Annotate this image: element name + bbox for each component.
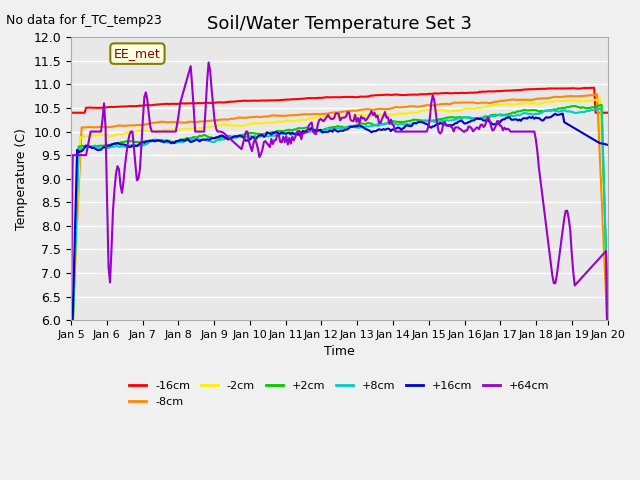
+2cm: [67, 372, 75, 378]
+8cm: [227, 134, 235, 140]
+8cm: [574, 110, 582, 116]
+2cm: [133, 139, 141, 145]
+64cm: [133, 178, 141, 183]
+2cm: [302, 125, 310, 131]
-16cm: [254, 98, 262, 104]
+8cm: [302, 129, 310, 134]
-8cm: [67, 347, 75, 352]
+2cm: [254, 131, 262, 136]
Line: -8cm: -8cm: [71, 95, 607, 349]
+8cm: [254, 134, 262, 140]
-16cm: [133, 103, 141, 109]
-2cm: [227, 122, 235, 128]
-8cm: [133, 122, 141, 128]
Line: +2cm: +2cm: [71, 105, 607, 375]
-2cm: [574, 98, 582, 104]
+2cm: [604, 301, 611, 307]
+8cm: [604, 303, 611, 309]
-2cm: [596, 96, 604, 102]
+16cm: [559, 111, 566, 117]
+64cm: [67, 301, 75, 307]
+16cm: [604, 142, 611, 148]
-8cm: [574, 94, 582, 99]
+16cm: [227, 136, 235, 142]
-8cm: [604, 329, 611, 335]
Legend: -16cm, -8cm, -2cm, +2cm, +8cm, +16cm, +64cm: -16cm, -8cm, -2cm, +2cm, +8cm, +16cm, +6…: [125, 376, 554, 411]
+64cm: [205, 60, 212, 65]
-8cm: [302, 111, 310, 117]
+16cm: [254, 133, 262, 139]
+2cm: [598, 102, 605, 108]
-8cm: [227, 116, 235, 121]
Line: -16cm: -16cm: [71, 88, 607, 113]
+8cm: [133, 144, 141, 149]
-2cm: [604, 306, 611, 312]
+64cm: [255, 154, 263, 160]
Text: EE_met: EE_met: [114, 47, 161, 60]
+64cm: [246, 144, 254, 150]
Title: Soil/Water Temperature Set 3: Soil/Water Temperature Set 3: [207, 15, 472, 33]
-16cm: [227, 99, 235, 105]
+8cm: [596, 106, 604, 112]
Line: +16cm: +16cm: [71, 114, 607, 376]
+8cm: [245, 134, 253, 140]
+16cm: [67, 373, 75, 379]
+64cm: [604, 365, 611, 371]
-16cm: [67, 110, 75, 116]
-2cm: [67, 368, 75, 373]
-16cm: [590, 85, 598, 91]
+2cm: [574, 104, 582, 110]
-2cm: [254, 120, 262, 126]
-8cm: [254, 114, 262, 120]
-2cm: [302, 117, 310, 123]
+8cm: [67, 373, 75, 379]
-16cm: [245, 98, 253, 104]
-2cm: [245, 121, 253, 127]
+16cm: [302, 128, 310, 134]
-8cm: [593, 92, 601, 97]
+2cm: [227, 134, 235, 140]
+64cm: [303, 129, 311, 135]
+16cm: [133, 143, 141, 149]
-2cm: [133, 129, 141, 134]
+64cm: [575, 277, 583, 283]
Line: +8cm: +8cm: [71, 109, 607, 376]
+2cm: [245, 131, 253, 136]
Line: +64cm: +64cm: [71, 62, 607, 368]
+16cm: [575, 128, 583, 134]
-16cm: [604, 110, 611, 116]
Text: No data for f_TC_temp23: No data for f_TC_temp23: [6, 14, 162, 27]
-16cm: [574, 86, 582, 92]
X-axis label: Time: Time: [324, 345, 355, 359]
Line: -2cm: -2cm: [71, 99, 607, 371]
-8cm: [245, 114, 253, 120]
+64cm: [228, 138, 236, 144]
+16cm: [245, 137, 253, 143]
-16cm: [302, 96, 310, 101]
Y-axis label: Temperature (C): Temperature (C): [15, 128, 28, 229]
